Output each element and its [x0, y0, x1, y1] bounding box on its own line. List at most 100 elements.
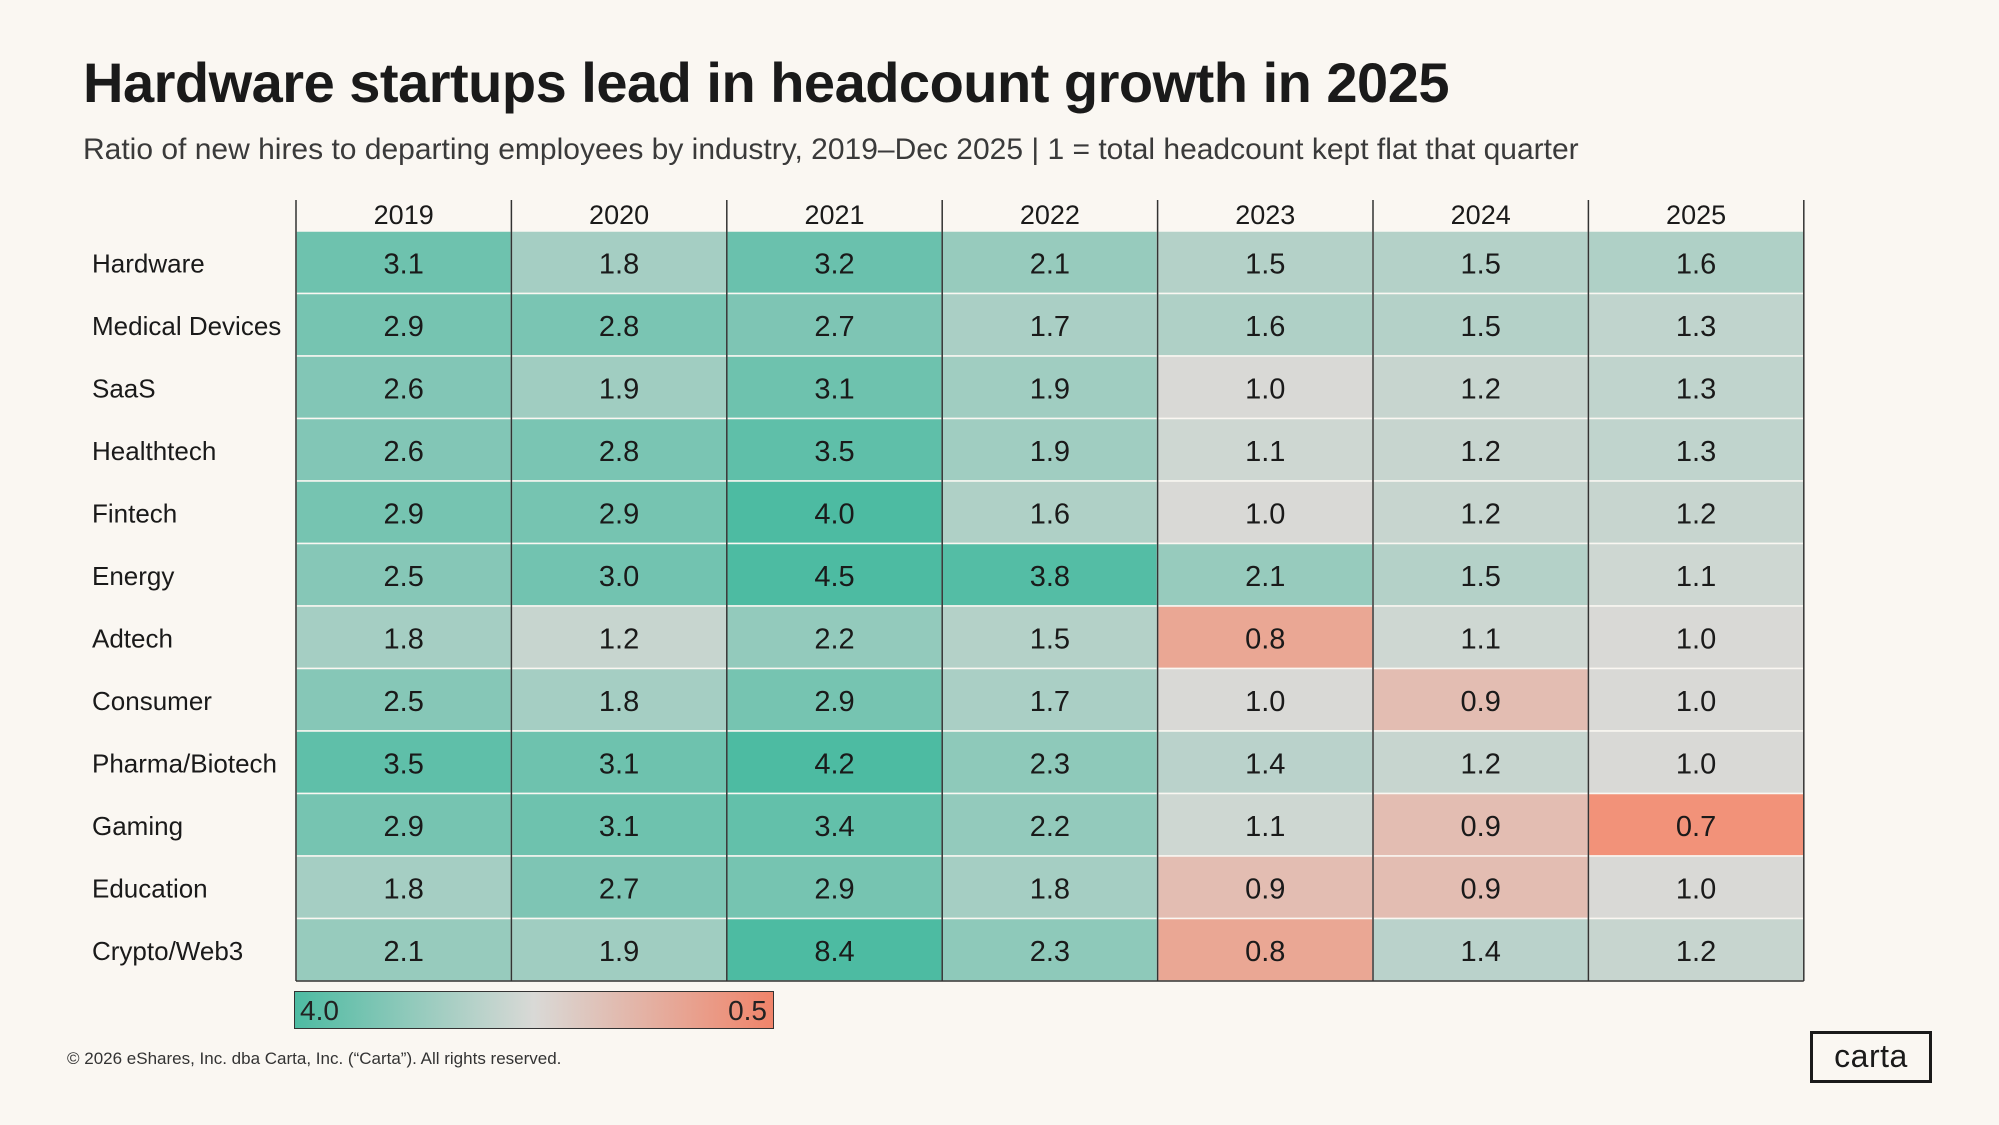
heatmap-cell	[726, 792, 943, 857]
heatmap-cell	[510, 480, 728, 545]
cell-value-label: 1.2	[1461, 436, 1501, 468]
row-label: SaaS	[92, 373, 156, 403]
heatmap-cell	[1372, 855, 1590, 920]
chart-title: Hardware startups lead in headcount grow…	[83, 51, 1449, 114]
cell-value-label: 1.9	[599, 936, 639, 968]
heatmap-cell	[941, 667, 1159, 732]
heatmap-cell	[1372, 667, 1590, 732]
heatmap-cell	[726, 292, 943, 357]
row-label: Consumer	[92, 686, 212, 716]
cell-value-label: 2.1	[1245, 561, 1285, 593]
cell-value-label: 0.9	[1461, 811, 1501, 843]
cell-value-label: 1.4	[1245, 748, 1285, 780]
cell-value-label: 3.1	[384, 248, 424, 280]
cell-value-label: 1.0	[1676, 748, 1716, 780]
row-label: Crypto/Web3	[92, 936, 243, 966]
heatmap-cell	[1156, 230, 1374, 295]
heatmap-cell	[1587, 730, 1805, 795]
cell-value-label: 3.1	[599, 811, 639, 843]
heatmap-cell	[941, 917, 1159, 982]
cell-value-label: 2.1	[1030, 248, 1070, 280]
cell-value-label: 4.2	[814, 748, 854, 780]
cell-value-label: 3.5	[814, 436, 854, 468]
cell-value-label: 1.0	[1245, 686, 1285, 718]
cell-value-label: 1.2	[1461, 748, 1501, 780]
heatmap-cell	[1156, 605, 1374, 670]
heatmap-cell	[295, 730, 513, 795]
heatmap-cell	[941, 292, 1159, 357]
heatmap-cell	[295, 542, 513, 607]
cell-value-label: 2.2	[1030, 811, 1070, 843]
heatmap-cell	[295, 605, 513, 670]
cell-value-label: 2.2	[814, 623, 854, 655]
cell-value-label: 1.0	[1676, 686, 1716, 718]
cell-value-label: 2.1	[384, 936, 424, 968]
heatmap-cell	[1156, 855, 1374, 920]
cell-value-label: 2.8	[599, 311, 639, 343]
cell-value-label: 3.0	[599, 561, 639, 593]
cell-value-label: 1.7	[1030, 311, 1070, 343]
heatmap-cell	[1372, 292, 1590, 357]
cell-value-label: 2.9	[384, 311, 424, 343]
heatmap-cell	[1587, 917, 1805, 982]
cell-value-label: 3.4	[814, 811, 854, 843]
cell-value-label: 0.9	[1461, 873, 1501, 905]
cell-value-label: 2.6	[384, 373, 424, 405]
heatmap-chart: 3.1 1.8 3.2 2.1 1.5 1.5 1.6 2.9 2.8 2.7 1.7 1.6 1.5 1…	[92, 200, 1805, 982]
cell-value-label: 1.1	[1461, 623, 1501, 655]
heatmap-cell	[1587, 542, 1805, 607]
legend-high-label: 4.0	[300, 995, 339, 1026]
cell-value-label: 2.9	[814, 873, 854, 905]
cell-value-label: 3.5	[384, 748, 424, 780]
cell-value-label: 2.6	[384, 436, 424, 468]
cell-value-label: 2.9	[814, 686, 854, 718]
cell-value-label: 3.1	[599, 748, 639, 780]
column-header: 2025	[1666, 200, 1726, 230]
column-header: 2021	[804, 200, 864, 230]
cell-value-label: 8.4	[814, 936, 854, 968]
heatmap-cell	[1372, 542, 1590, 607]
cell-value-label: 1.3	[1676, 436, 1716, 468]
heatmap-cell	[1156, 292, 1374, 357]
cell-value-label: 1.8	[384, 873, 424, 905]
cell-value-label: 2.9	[599, 498, 639, 530]
heatmap-cell	[941, 355, 1159, 420]
cell-value-label: 1.8	[1030, 873, 1070, 905]
cell-value-label: 1.8	[599, 248, 639, 280]
cell-value-label: 1.5	[1461, 561, 1501, 593]
cell-value-label: 1.3	[1676, 311, 1716, 343]
cell-value-label: 1.6	[1676, 248, 1716, 280]
heatmap-cell	[1372, 230, 1590, 295]
heatmap-cell	[1372, 480, 1590, 545]
heatmap-cell	[726, 355, 943, 420]
column-header: 2023	[1235, 200, 1295, 230]
cell-value-label: 1.1	[1245, 436, 1285, 468]
row-label: Pharma/Biotech	[92, 748, 277, 778]
cell-value-label: 0.8	[1245, 623, 1285, 655]
cell-value-label: 2.3	[1030, 748, 1070, 780]
cell-value-label: 2.9	[384, 811, 424, 843]
cell-value-label: 1.2	[599, 623, 639, 655]
heatmap-cell	[295, 792, 513, 857]
cell-value-label: 2.7	[814, 311, 854, 343]
cell-value-label: 1.2	[1461, 498, 1501, 530]
cell-value-label: 2.5	[384, 561, 424, 593]
cell-value-label: 1.1	[1245, 811, 1285, 843]
legend-low-label: 0.5	[728, 995, 767, 1026]
heatmap-cell	[1587, 855, 1805, 920]
heatmap-cell	[941, 230, 1159, 295]
column-header: 2024	[1451, 200, 1511, 230]
cell-value-label: 1.6	[1245, 311, 1285, 343]
cell-value-label: 1.6	[1030, 498, 1070, 530]
cell-value-label: 0.8	[1245, 936, 1285, 968]
column-header: 2019	[374, 200, 434, 230]
cell-value-label: 1.2	[1676, 498, 1716, 530]
cell-value-label: 1.9	[1030, 373, 1070, 405]
copyright-notice: © 2026 eShares, Inc. dba Carta, Inc. (“C…	[67, 1049, 562, 1068]
heatmap-cell	[295, 667, 513, 732]
heatmap-cell	[726, 417, 943, 482]
row-label: Adtech	[92, 623, 173, 653]
row-label: Healthtech	[92, 436, 216, 466]
heatmap-cell	[1156, 730, 1374, 795]
cell-value-label: 1.8	[599, 686, 639, 718]
